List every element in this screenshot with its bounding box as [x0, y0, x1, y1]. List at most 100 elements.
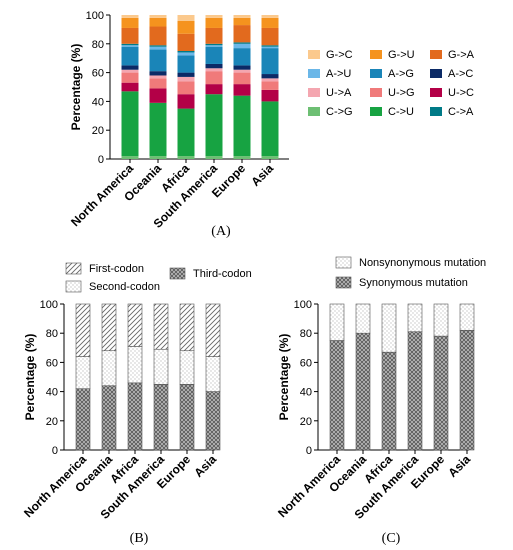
- a-legend-label-a-to-u: A->U: [326, 68, 351, 80]
- c-legend-swatch-synonymous-mutation: [335, 276, 352, 289]
- a-bar-asia-g-to-u: [261, 17, 279, 28]
- c-legend-swatch-nonsynonymous-mutation: [335, 256, 352, 269]
- c-y-tick-label: 100: [294, 299, 312, 311]
- a-bar-south-america-c-to-u: [205, 94, 223, 157]
- a-bar-north-america-u-to-a: [121, 69, 139, 73]
- a-legend-swatch-g-to-a: [430, 50, 442, 59]
- c-y-tick-label: 60: [300, 357, 312, 369]
- a-legend-swatch-u-to-g: [370, 88, 382, 97]
- a-bar-oceania-c-to-a: [149, 45, 167, 47]
- a-bar-north-america-c-to-a: [121, 43, 139, 46]
- a-bar-asia-g-to-a: [261, 27, 279, 46]
- c-bar-europe-synonymous-mutation: [433, 335, 449, 451]
- a-legend-label-c-to-g: C->G: [326, 106, 353, 118]
- c-bar-north-america-nonsynonymous-mutation: [329, 303, 345, 341]
- a-legend-swatch-u-to-a: [308, 88, 320, 97]
- a-bar-oceania-g-to-u: [149, 17, 167, 27]
- c-bar-europe-nonsynonymous-mutation: [433, 303, 449, 337]
- a-y-tick-label: 0: [98, 154, 104, 166]
- a-bar-north-america-a-to-g: [121, 46, 139, 66]
- a-legend-label-c-to-a: C->A: [448, 106, 474, 118]
- a-bar-north-america-u-to-c: [121, 82, 139, 92]
- a-bar-asia-u-to-a: [261, 78, 279, 82]
- a-bar-north-america-a-to-c: [121, 65, 139, 70]
- a-bar-north-america-g-to-u: [121, 17, 139, 28]
- a-legend-label-g-to-u: G->U: [388, 49, 415, 61]
- b-bar-south-america-third-codon: [153, 383, 169, 451]
- a-bar-asia-g-to-c: [261, 15, 279, 18]
- a-bar-europe-c-to-g: [233, 156, 251, 159]
- panel-label-b: (B): [130, 531, 149, 546]
- b-bar-oceania-first-codon: [101, 303, 117, 352]
- b-bar-europe-first-codon: [179, 303, 195, 352]
- a-x-tick-label: Asia: [248, 161, 276, 189]
- a-bar-north-america-u-to-g: [121, 72, 139, 83]
- a-legend-swatch-a-to-c: [430, 69, 442, 78]
- c-x-tick-label: Asia: [445, 452, 473, 480]
- c-y-tick-label: 40: [300, 387, 312, 399]
- b-legend-swatch-first-codon: [65, 262, 82, 275]
- a-bar-europe-a-to-u: [233, 43, 251, 49]
- a-bar-south-america-g-to-c: [205, 15, 223, 18]
- c-bar-north-america-synonymous-mutation: [329, 340, 345, 451]
- a-y-tick-label: 60: [92, 68, 104, 80]
- a-bar-europe-c-to-a: [233, 42, 251, 44]
- a-legend-swatch-c-to-a: [430, 107, 442, 116]
- b-bar-north-america-third-codon: [75, 388, 91, 451]
- c-bar-south-america-nonsynonymous-mutation: [407, 303, 423, 333]
- a-legend-swatch-g-to-u: [370, 50, 382, 59]
- a-bar-europe-a-to-c: [233, 65, 251, 70]
- a-bar-south-america-a-to-g: [205, 46, 223, 64]
- a-bar-africa-u-to-c: [177, 94, 195, 109]
- b-legend-swatch-second-codon: [65, 280, 82, 293]
- a-bar-europe-u-to-a: [233, 69, 251, 73]
- b-bar-africa-first-codon: [127, 303, 143, 347]
- a-bar-south-america-c-to-a: [205, 43, 223, 46]
- a-bar-oceania-c-to-u: [149, 102, 167, 157]
- a-bar-africa-c-to-u: [177, 108, 195, 157]
- c-bar-asia-nonsynonymous-mutation: [459, 303, 475, 331]
- b-bar-africa-second-codon: [127, 346, 143, 384]
- a-bar-north-america-g-to-c: [121, 15, 139, 18]
- panel-label-a: (A): [211, 224, 231, 239]
- a-bar-north-america-g-to-a: [121, 27, 139, 44]
- a-y-tick-label: 40: [92, 96, 104, 108]
- a-y-axis-label: Percentage (%): [69, 44, 83, 131]
- a-bar-south-america-c-to-g: [205, 156, 223, 159]
- a-bar-oceania-g-to-a: [149, 26, 167, 46]
- b-y-tick-label: 20: [46, 416, 58, 428]
- b-y-tick-label: 80: [46, 328, 58, 340]
- a-bar-oceania-u-to-a: [149, 75, 167, 79]
- b-y-tick-label: 100: [40, 299, 58, 311]
- a-legend-swatch-g-to-c: [308, 50, 320, 59]
- a-bar-europe-u-to-g: [233, 72, 251, 85]
- a-bar-africa-c-to-a: [177, 51, 195, 53]
- a-bar-europe-g-to-c: [233, 15, 251, 18]
- a-bar-north-america-a-to-u: [121, 45, 139, 47]
- a-bar-africa-a-to-g: [177, 55, 195, 73]
- a-bar-asia-a-to-g: [261, 48, 279, 75]
- a-y-tick-label: 80: [92, 39, 104, 51]
- a-legend-label-u-to-g: U->G: [388, 87, 415, 99]
- a-bar-africa-g-to-c: [177, 15, 195, 21]
- b-bar-north-america-second-codon: [75, 356, 91, 389]
- a-bar-oceania-c-to-g: [149, 156, 167, 159]
- a-bar-europe-a-to-g: [233, 48, 251, 66]
- a-y-tick-label: 20: [92, 125, 104, 137]
- c-legend-label-synonymous-mutation: Synonymous mutation: [359, 277, 468, 289]
- a-bar-asia-a-to-c: [261, 74, 279, 79]
- a-bar-africa-a-to-u: [177, 52, 195, 56]
- a-legend-swatch-a-to-u: [308, 69, 320, 78]
- a-bar-africa-g-to-u: [177, 20, 195, 34]
- a-y-tick-label: 100: [86, 10, 104, 22]
- a-bar-south-america-a-to-c: [205, 63, 223, 69]
- c-y-axis-label: Percentage (%): [277, 334, 291, 421]
- a-bar-oceania-a-to-c: [149, 71, 167, 76]
- c-y-tick-label: 80: [300, 328, 312, 340]
- a-bar-europe-g-to-a: [233, 25, 251, 43]
- a-bar-north-america-c-to-g: [121, 156, 139, 159]
- a-bar-africa-u-to-a: [177, 76, 195, 82]
- a-bar-asia-c-to-g: [261, 156, 279, 159]
